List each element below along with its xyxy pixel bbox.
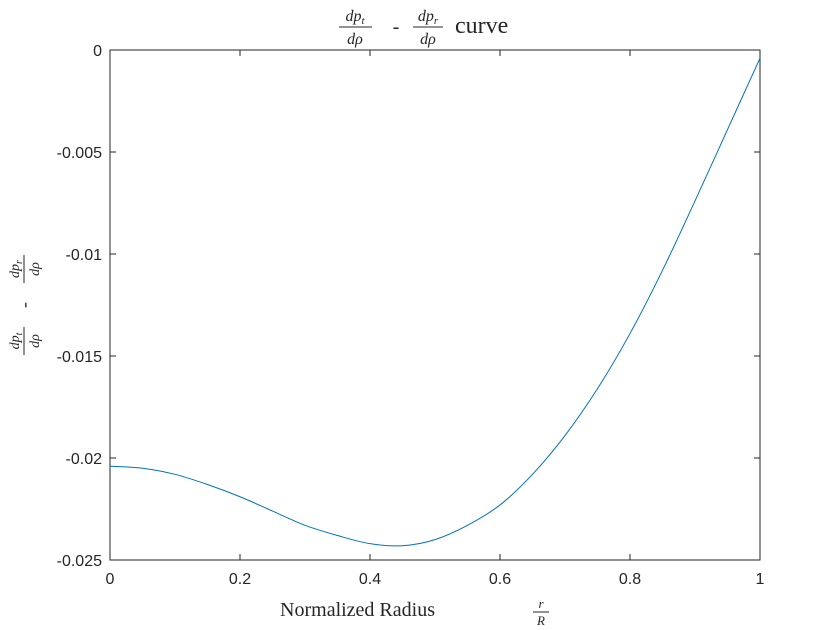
series-line <box>109 57 761 547</box>
title-frac2-denominator: dρ <box>420 31 436 48</box>
y-axis-ticks: 0 -0.005 -0.01 -0.015 -0.02 -0.025 <box>57 43 760 570</box>
y-tick-label: -0.02 <box>66 451 103 468</box>
y-tick-label: -0.01 <box>66 247 103 264</box>
y-tick-label: 0 <box>93 43 102 60</box>
y-tick-label: -0.015 <box>57 349 102 366</box>
y-label-frac1-numerator: dpt <box>8 332 25 349</box>
x-tick-label: 0.2 <box>229 571 251 588</box>
x-tick-label: 0.6 <box>489 571 511 588</box>
title-word: curve <box>455 13 508 39</box>
y-tick-label: -0.025 <box>57 553 102 570</box>
x-label-frac-numerator: r <box>538 596 544 611</box>
chart-title: dpt dρ - dpr dρ curve <box>339 8 508 48</box>
x-tick-label: 0.8 <box>619 571 641 588</box>
x-axis-ticks: 0 0.2 0.4 0.6 0.8 1 <box>106 50 765 588</box>
title-frac1-numerator: dpt <box>345 8 365 27</box>
x-label-text: Normalized Radius <box>280 599 435 621</box>
y-axis-label: dpt dρ - dpr dρ <box>8 255 43 355</box>
x-axis-label: Normalized Radius r R <box>280 596 549 628</box>
title-frac1-denominator: dρ <box>347 31 363 48</box>
x-tick-label: 0 <box>106 571 115 588</box>
y-label-frac2-numerator: dpr <box>8 260 25 278</box>
x-tick-label: 0.4 <box>359 571 381 588</box>
x-label-frac-denominator: R <box>536 613 545 628</box>
axes-frame <box>109 49 761 561</box>
y-label-frac1-denominator: dρ <box>28 334 43 348</box>
title-frac2-numerator: dpr <box>418 8 439 27</box>
x-tick-label: 1 <box>756 571 765 588</box>
y-label-minus: - <box>14 302 34 308</box>
y-label-frac2-denominator: dρ <box>28 262 43 276</box>
y-tick-label: -0.005 <box>57 145 102 162</box>
title-minus: - <box>393 16 400 38</box>
